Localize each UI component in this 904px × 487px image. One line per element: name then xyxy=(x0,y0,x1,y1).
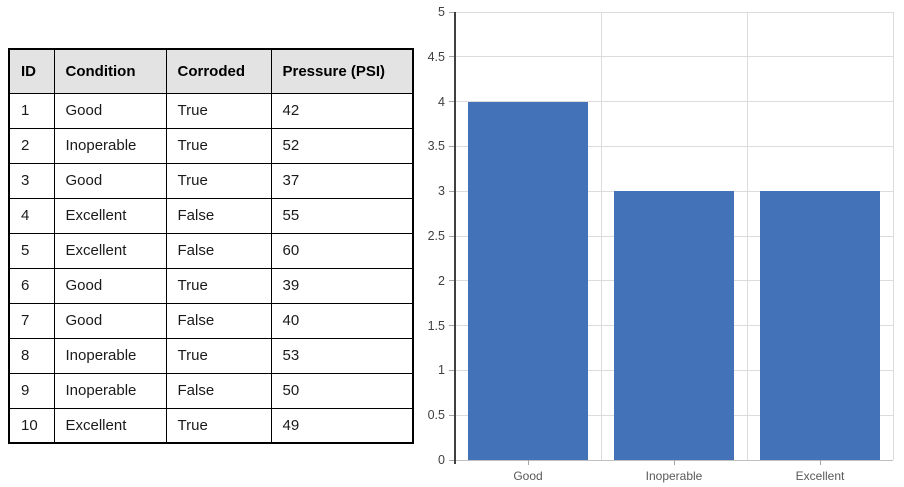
column-header-id: ID xyxy=(8,48,55,94)
table-cell: False xyxy=(165,302,272,339)
table-row: 10 Excellent True 49 xyxy=(8,407,414,444)
table-row: 9 Inoperable False 50 xyxy=(8,372,414,409)
table-cell: 7 xyxy=(8,302,55,339)
table-row: 2 Inoperable True 52 xyxy=(8,127,414,164)
table-cell: True xyxy=(165,407,272,444)
y-axis-tick xyxy=(449,11,455,13)
table-cell: 53 xyxy=(270,337,414,374)
table-row: 8 Inoperable True 53 xyxy=(8,337,414,374)
table-cell: Good xyxy=(53,92,167,129)
table-cell: 55 xyxy=(270,197,414,234)
bar-inoperable xyxy=(614,191,734,460)
table-cell: 9 xyxy=(8,372,55,409)
table-row: 7 Good False 40 xyxy=(8,302,414,339)
table-cell: 50 xyxy=(270,372,414,409)
x-axis-label: Excellent xyxy=(795,469,845,483)
table-cell: True xyxy=(165,267,272,304)
table-cell: 2 xyxy=(8,127,55,164)
column-header-corroded: Corroded xyxy=(165,48,272,94)
y-axis-label: 0.5 xyxy=(427,408,445,423)
gridline-horizontal xyxy=(455,101,893,103)
y-axis-tick xyxy=(449,325,455,327)
column-header-pressure: Pressure (PSI) xyxy=(270,48,414,94)
table-row: 3 Good True 37 xyxy=(8,162,414,199)
y-axis-tick xyxy=(449,190,455,192)
y-axis-label: 4.5 xyxy=(427,49,445,64)
y-axis-tick xyxy=(449,56,455,58)
y-axis-label: 2.5 xyxy=(427,229,445,243)
table-body: 1 Good True 42 2 Inoperable True 52 3 Good True 37 4… xyxy=(8,92,414,444)
table-cell: True xyxy=(165,92,272,129)
table-cell: Excellent xyxy=(53,197,167,234)
y-axis-label: 5 xyxy=(438,5,445,19)
table-cell: False xyxy=(165,197,272,234)
y-axis-line xyxy=(454,12,456,464)
x-axis-tick xyxy=(673,460,675,465)
y-axis-label: 1 xyxy=(438,363,445,378)
y-axis-tick xyxy=(449,369,455,371)
y-axis-tick xyxy=(449,101,455,103)
y-axis-tick xyxy=(449,145,455,147)
gridline-horizontal xyxy=(455,145,893,147)
table-cell: Good xyxy=(53,162,167,199)
y-axis-tick xyxy=(449,459,455,461)
bar-excellent xyxy=(760,191,880,460)
y-axis-label: 3.5 xyxy=(427,139,445,154)
y-axis-label: 3 xyxy=(438,184,445,199)
gridline-vertical xyxy=(746,12,748,460)
x-axis-label: Good xyxy=(513,469,543,483)
gridline-horizontal xyxy=(455,11,893,13)
table-cell: 4 xyxy=(8,197,55,234)
table-cell: 3 xyxy=(8,162,55,199)
table-cell: Inoperable xyxy=(53,337,167,374)
y-axis-label: 4 xyxy=(438,94,445,109)
table-cell: 6 xyxy=(8,267,55,304)
table-row: 6 Good True 39 xyxy=(8,267,414,304)
y-axis-label: 0 xyxy=(438,453,445,467)
condition-bar-chart: 0 0.5 1 1.5 2 2.5 3 3.5 4 4.5 5 Good Inoperable Excel… xyxy=(428,5,894,483)
x-axis-tick xyxy=(819,460,821,465)
table-cell: 42 xyxy=(270,92,414,129)
x-axis-tick xyxy=(527,460,529,465)
table-cell: 39 xyxy=(270,267,414,304)
table-cell: 40 xyxy=(270,302,414,339)
table-cell: Inoperable xyxy=(53,372,167,409)
table-cell: False xyxy=(165,372,272,409)
y-axis-label: 2 xyxy=(438,273,445,288)
table-header-row: ID Condition Corroded Pressure (PSI) xyxy=(8,48,414,94)
y-axis-tick xyxy=(449,235,455,237)
table-cell: 5 xyxy=(8,232,55,269)
pipe-data-table: ID Condition Corroded Pressure (PSI) 1 Go… xyxy=(8,48,414,444)
table-cell: True xyxy=(165,337,272,374)
table-row: 5 Excellent False 60 xyxy=(8,232,414,269)
table-cell: Good xyxy=(53,302,167,339)
gridline-vertical xyxy=(600,12,602,460)
table-cell: False xyxy=(165,232,272,269)
table-cell: 37 xyxy=(270,162,414,199)
table-cell: Excellent xyxy=(53,407,167,444)
y-axis-tick xyxy=(449,280,455,282)
table-row: 1 Good True 42 xyxy=(8,92,414,129)
table-cell: 1 xyxy=(8,92,55,129)
table-cell: Inoperable xyxy=(53,127,167,164)
column-header-condition: Condition xyxy=(53,48,167,94)
x-axis-label: Inoperable xyxy=(645,469,703,483)
y-axis-label: 1.5 xyxy=(427,318,445,333)
table-row: 4 Excellent False 55 xyxy=(8,197,414,234)
table-cell: 52 xyxy=(270,127,414,164)
gridline-vertical xyxy=(892,12,894,460)
table-cell: 60 xyxy=(270,232,414,269)
chart-plot-area: 0 0.5 1 1.5 2 2.5 3 3.5 4 4.5 5 Good Inoperable Excel… xyxy=(428,5,894,483)
y-axis-tick xyxy=(449,414,455,416)
gridline-horizontal xyxy=(455,56,893,58)
bar-good xyxy=(468,101,588,460)
table-cell: Good xyxy=(53,267,167,304)
table-cell: 8 xyxy=(8,337,55,374)
table-cell: 49 xyxy=(270,407,414,444)
table-cell: Excellent xyxy=(53,232,167,269)
table-cell: 10 xyxy=(8,407,55,444)
table-cell: True xyxy=(165,162,272,199)
table-cell: True xyxy=(165,127,272,164)
